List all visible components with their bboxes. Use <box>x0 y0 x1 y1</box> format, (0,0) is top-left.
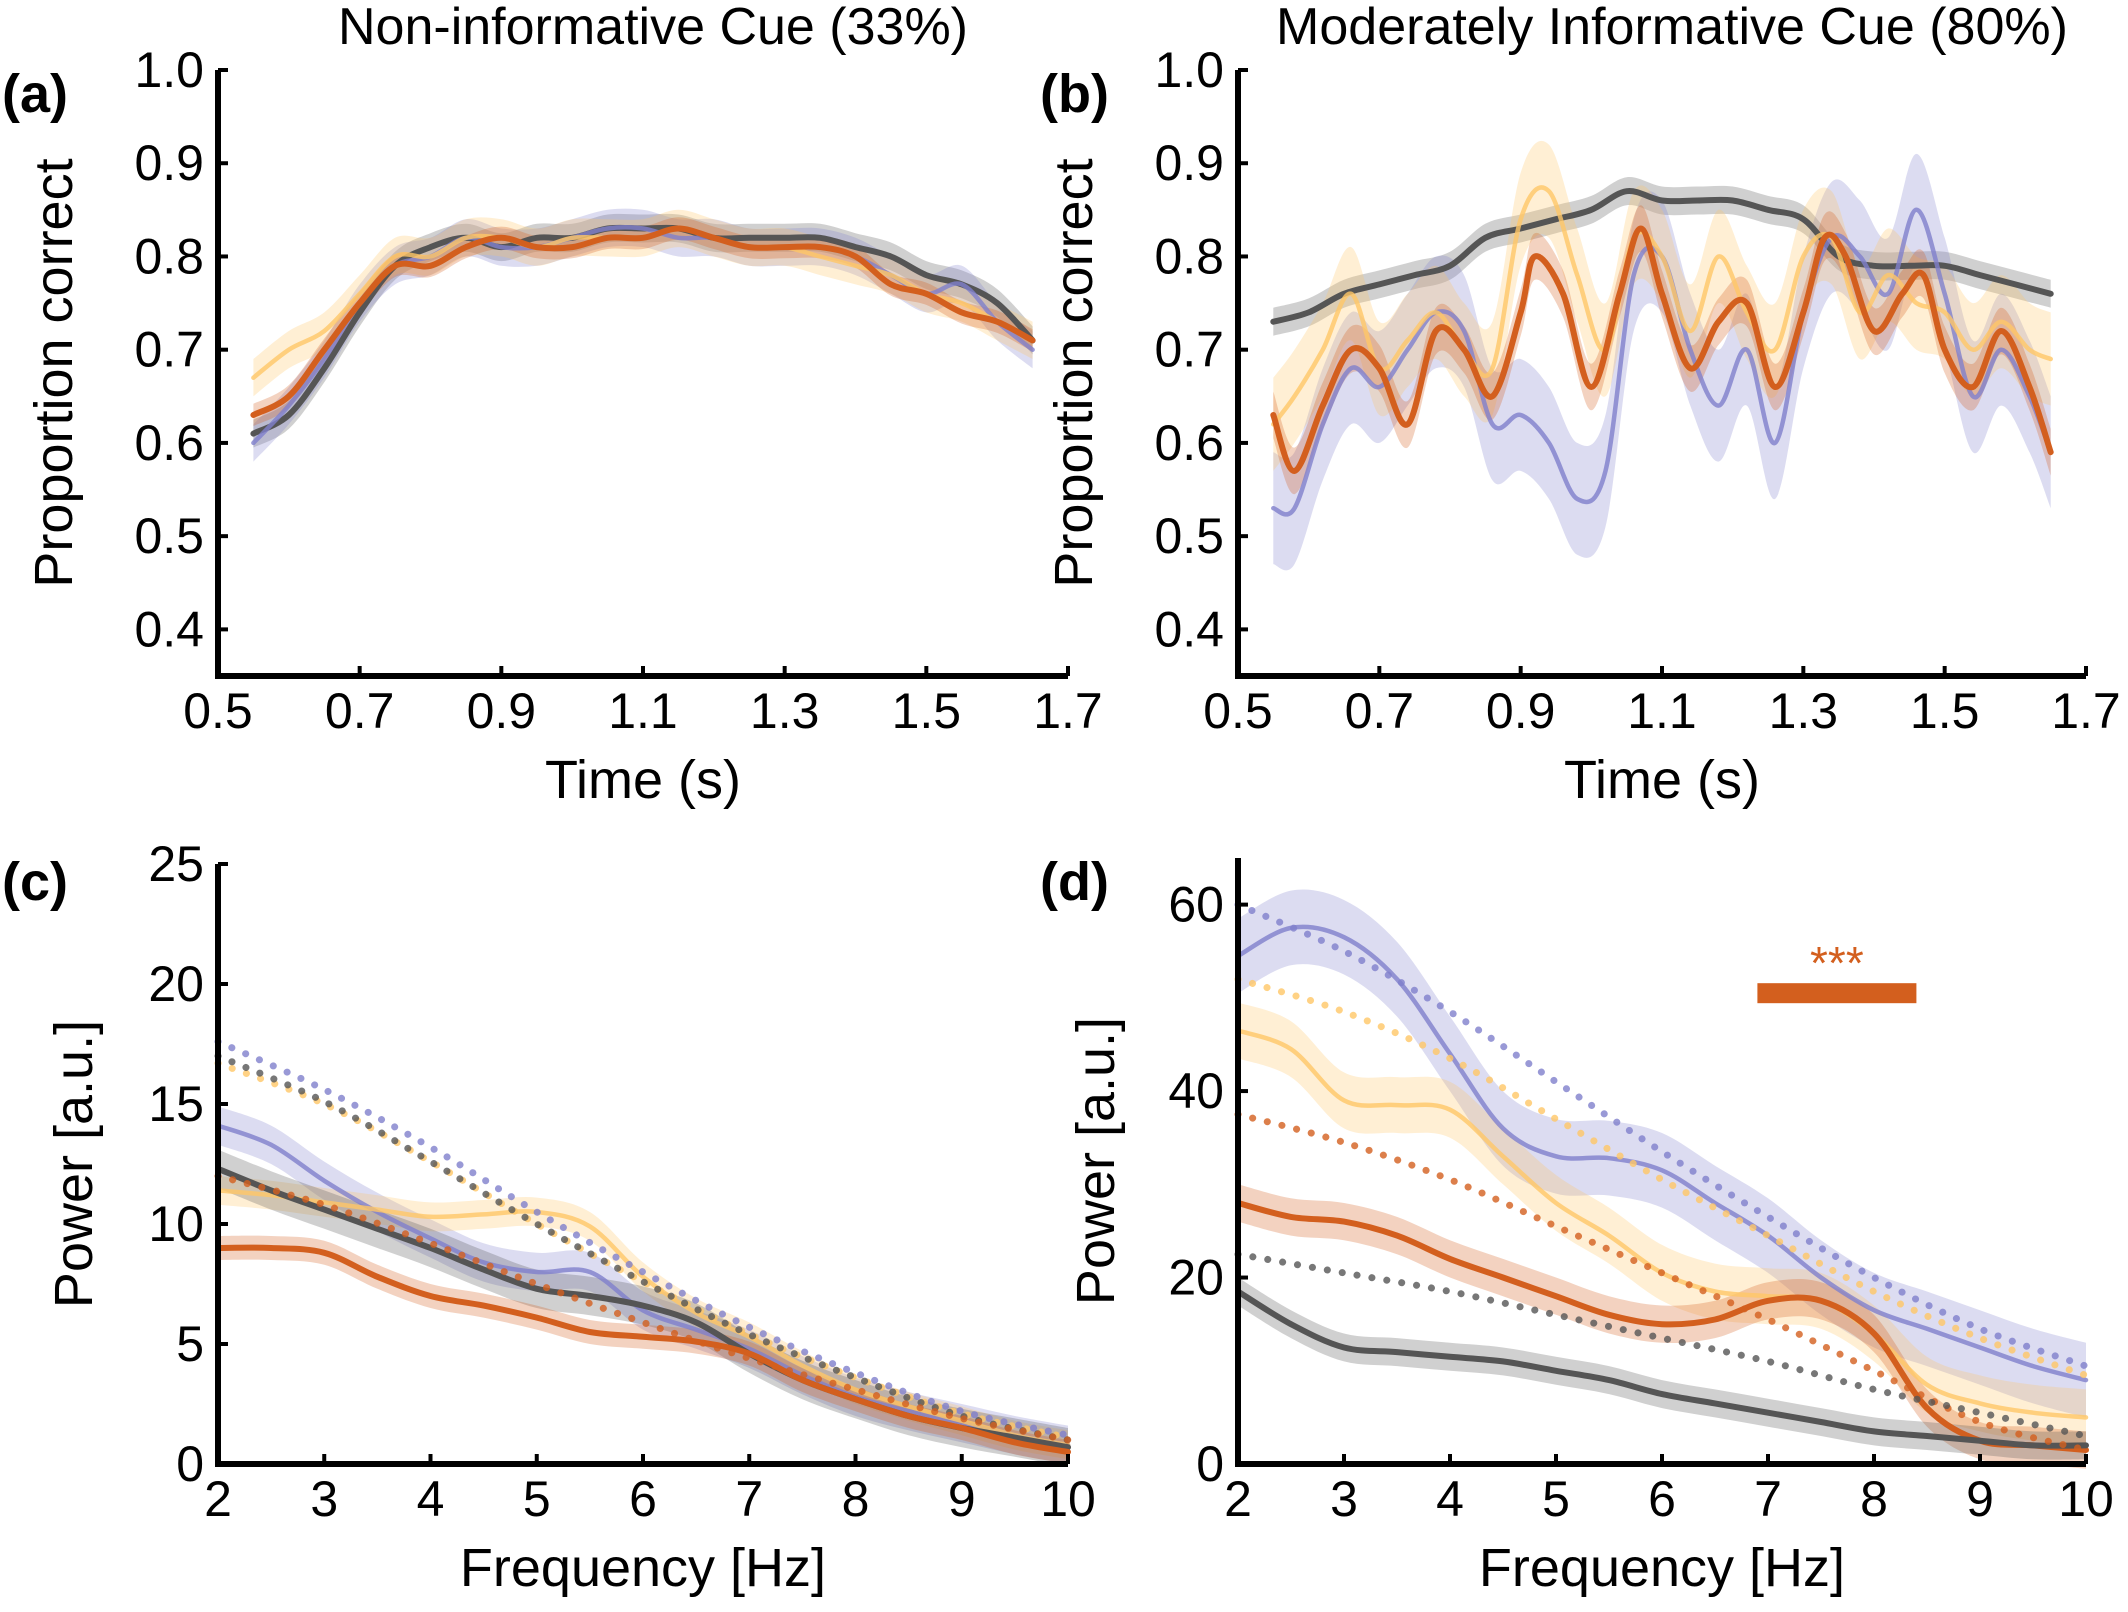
x-tick-label: 0.9 <box>1486 683 1556 739</box>
series-line-purple <box>215 1123 1071 1448</box>
y-axis-label: Proportion correct <box>24 158 84 587</box>
series-line-orange <box>1235 1200 2089 1453</box>
series-line-yellow <box>1271 185 2053 427</box>
x-tick-label: 0.7 <box>1345 683 1415 739</box>
x-tick-label: 5 <box>1542 1471 1570 1527</box>
series-band-gray <box>1273 177 2051 336</box>
y-tick-label: 1.0 <box>134 42 204 98</box>
x-tick-label: 0.5 <box>1203 683 1273 739</box>
x-tick-label: 3 <box>1330 1471 1358 1527</box>
y-tick-label: 0.7 <box>134 322 204 378</box>
y-tick-label: 0.9 <box>1154 135 1224 191</box>
x-tick-label: 9 <box>948 1471 976 1527</box>
fit-line-orange <box>214 1172 1072 1444</box>
significance-label: *** <box>1810 937 1864 989</box>
series-band-orange <box>218 1235 1068 1464</box>
fit-line-gray <box>1234 1250 2090 1440</box>
panel-a: 0.5 0.7 0.9 1.1 1.3 1.5 1.7 0.4 0.5 0.6 0.7 0.8 0.9 1… <box>2 0 1103 810</box>
y-tick-label: 20 <box>1168 1250 1224 1306</box>
x-tick-label: 7 <box>735 1471 763 1527</box>
x-tick-label: 4 <box>1436 1471 1464 1527</box>
x-tick-label: 4 <box>417 1471 445 1527</box>
series-band-orange <box>253 217 1033 427</box>
fit-line-gray <box>214 1052 1072 1444</box>
y-axis-label: Proportion correct <box>1044 158 1104 587</box>
x-tick-label: 1.3 <box>750 683 820 739</box>
x-tick-label: 7 <box>1754 1471 1782 1527</box>
y-tick-label: 25 <box>148 836 204 892</box>
significance-bar <box>1757 983 1917 1004</box>
x-tick-label: 1.3 <box>1769 683 1839 739</box>
x-tick-label: 2 <box>1224 1471 1252 1527</box>
panel-b: 0.5 0.7 0.9 1.1 1.3 1.5 1.7 0.4 0.5 0.6 0.7 0.8 0.9 1… <box>1040 0 2121 810</box>
panel-label: (b) <box>1040 64 1109 124</box>
x-axis-label: Frequency [Hz] <box>460 1538 826 1598</box>
x-axis-label: Frequency [Hz] <box>1479 1538 1845 1598</box>
series-band-yellow <box>1273 140 2051 471</box>
x-tick-label: 1.1 <box>608 683 678 739</box>
x-tick-label: 9 <box>1966 1471 1994 1527</box>
panel-label: (d) <box>1040 852 1109 912</box>
x-tick-label: 5 <box>523 1471 551 1527</box>
x-tick-label: 1.5 <box>892 683 962 739</box>
series-band-purple <box>1273 153 2051 571</box>
x-tick-label: 0.7 <box>325 683 395 739</box>
x-tick-label: 8 <box>1860 1471 1888 1527</box>
y-tick-label: 0.6 <box>1154 415 1224 471</box>
panel-c: 2 3 4 5 6 7 8 9 10 0 5 10 15 20 25 Frequency [Hz] Power … <box>2 836 1096 1598</box>
y-tick-label: 0.5 <box>134 508 204 564</box>
y-tick-label: 10 <box>148 1196 204 1252</box>
y-tick-label: 20 <box>148 956 204 1012</box>
y-tick-label: 0.7 <box>1154 322 1224 378</box>
x-tick-label: 3 <box>310 1471 338 1527</box>
x-tick-label: 1.7 <box>2051 683 2121 739</box>
x-tick-label: 1.7 <box>1033 683 1103 739</box>
x-tick-label: 1.5 <box>1910 683 1980 739</box>
chart-title: Non-informative Cue (33%) <box>338 0 968 56</box>
y-tick-label: 0.4 <box>134 601 204 657</box>
panel-d: *** 2 3 4 5 6 7 8 9 10 0 20 40 60 Frequency [Hz] Power … <box>1040 852 2114 1598</box>
series-line-gray <box>1235 1288 2089 1449</box>
panel-label: (a) <box>2 64 68 124</box>
fit-line-yellow <box>214 1059 1072 1442</box>
series-line-gray <box>1270 188 2054 325</box>
x-tick-label: 10 <box>2058 1471 2114 1527</box>
x-tick-label: 6 <box>629 1471 657 1527</box>
y-tick-label: 1.0 <box>1154 42 1224 98</box>
x-tick-label: 10 <box>1040 1471 1096 1527</box>
y-tick-label: 0.5 <box>1154 508 1224 564</box>
y-tick-label: 0.8 <box>1154 228 1224 284</box>
series-line-orange <box>1270 225 2054 474</box>
series-line-orange <box>215 1244 1071 1455</box>
y-tick-label: 0 <box>1196 1436 1224 1492</box>
y-tick-label: 0 <box>176 1436 204 1492</box>
chart-title: Moderately Informative Cue (80%) <box>1276 0 2068 56</box>
y-tick-label: 0.6 <box>134 415 204 471</box>
fit-line-purple <box>1234 901 2090 1370</box>
y-tick-label: 40 <box>1168 1063 1224 1119</box>
y-tick-label: 0.9 <box>134 135 204 191</box>
fit-line-purple <box>214 1038 1072 1439</box>
x-tick-label: 1.1 <box>1627 683 1697 739</box>
x-tick-label: 0.5 <box>183 683 253 739</box>
y-tick-label: 60 <box>1168 877 1224 933</box>
x-tick-label: 0.9 <box>467 683 537 739</box>
y-tick-label: 15 <box>148 1076 204 1132</box>
series-line-orange <box>250 225 1036 418</box>
panel-label: (c) <box>2 852 68 912</box>
y-tick-label: 0.8 <box>134 228 204 284</box>
x-tick-label: 2 <box>204 1471 232 1527</box>
x-axis-label: Time (s) <box>1564 750 1760 810</box>
fit-line-yellow <box>1234 975 2090 1379</box>
y-tick-label: 5 <box>176 1316 204 1372</box>
y-axis-label: Power [a.u.] <box>1066 1017 1126 1305</box>
y-tick-label: 0.4 <box>1154 601 1224 657</box>
x-tick-label: 8 <box>842 1471 870 1527</box>
series-line-purple <box>1235 924 2089 1383</box>
y-axis-label: Power [a.u.] <box>44 1020 104 1308</box>
x-tick-label: 6 <box>1648 1471 1676 1527</box>
series-band-purple <box>1238 889 2086 1418</box>
x-axis-label: Time (s) <box>545 750 741 810</box>
